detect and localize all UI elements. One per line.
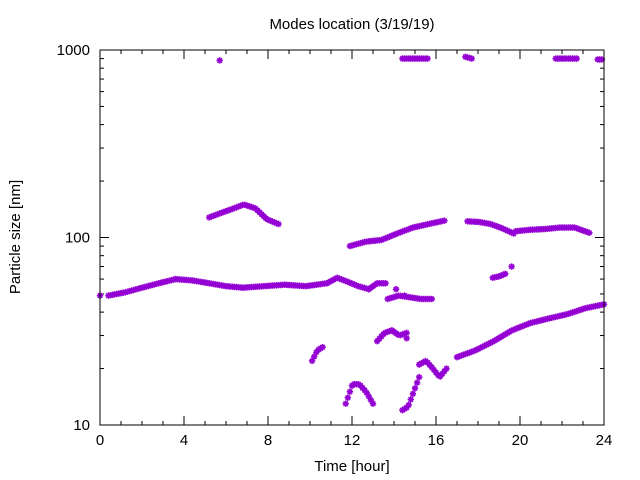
- data-point: [401, 292, 408, 299]
- x-tick-label: 20: [512, 432, 529, 449]
- data-point: [586, 229, 593, 236]
- data-point: [369, 400, 377, 407]
- data-point: [342, 400, 349, 407]
- data-point: [411, 385, 419, 392]
- x-tick-label: 24: [596, 432, 613, 449]
- data-point: [468, 55, 475, 62]
- data-point: [392, 285, 400, 293]
- data-point: [443, 365, 450, 372]
- data-point: [573, 55, 580, 62]
- data-point: [216, 57, 223, 64]
- data-point: [403, 329, 410, 337]
- x-tick-label: 16: [428, 432, 445, 449]
- x-tick-label: 12: [344, 432, 361, 449]
- data-point: [416, 373, 423, 381]
- data-point: [409, 390, 417, 398]
- plot-frame: [99, 49, 605, 426]
- y-tick-label: 100: [65, 230, 90, 247]
- data-point: [502, 270, 509, 278]
- data-point: [344, 394, 351, 401]
- data-point: [428, 295, 435, 303]
- x-axis-label: Time [hour]: [314, 458, 389, 475]
- data-point: [405, 401, 412, 409]
- chart-title: Modes location (3/19/19): [269, 16, 434, 33]
- data-point: [319, 343, 326, 351]
- y-tick-label: 1000: [57, 42, 90, 59]
- y-tick-label: 10: [73, 417, 90, 434]
- tick-labels: 0 4 8 12 16 20 24 10 100 1000: [57, 42, 613, 449]
- data-point: [275, 220, 282, 228]
- data-point: [441, 217, 448, 224]
- x-tick-label: 4: [180, 432, 188, 449]
- data-point: [382, 280, 389, 287]
- x-tick-label: 0: [96, 432, 104, 449]
- data-point: [508, 263, 515, 270]
- y-axis-label: Particle size [nm]: [7, 180, 24, 294]
- data-point: [403, 335, 410, 342]
- data-point: [424, 55, 431, 62]
- x-tick-label: 8: [264, 432, 272, 449]
- data-point: [598, 56, 606, 63]
- data-point: [413, 379, 421, 386]
- data-point: [407, 396, 414, 403]
- data-point: [346, 388, 354, 395]
- data-points: [96, 53, 608, 414]
